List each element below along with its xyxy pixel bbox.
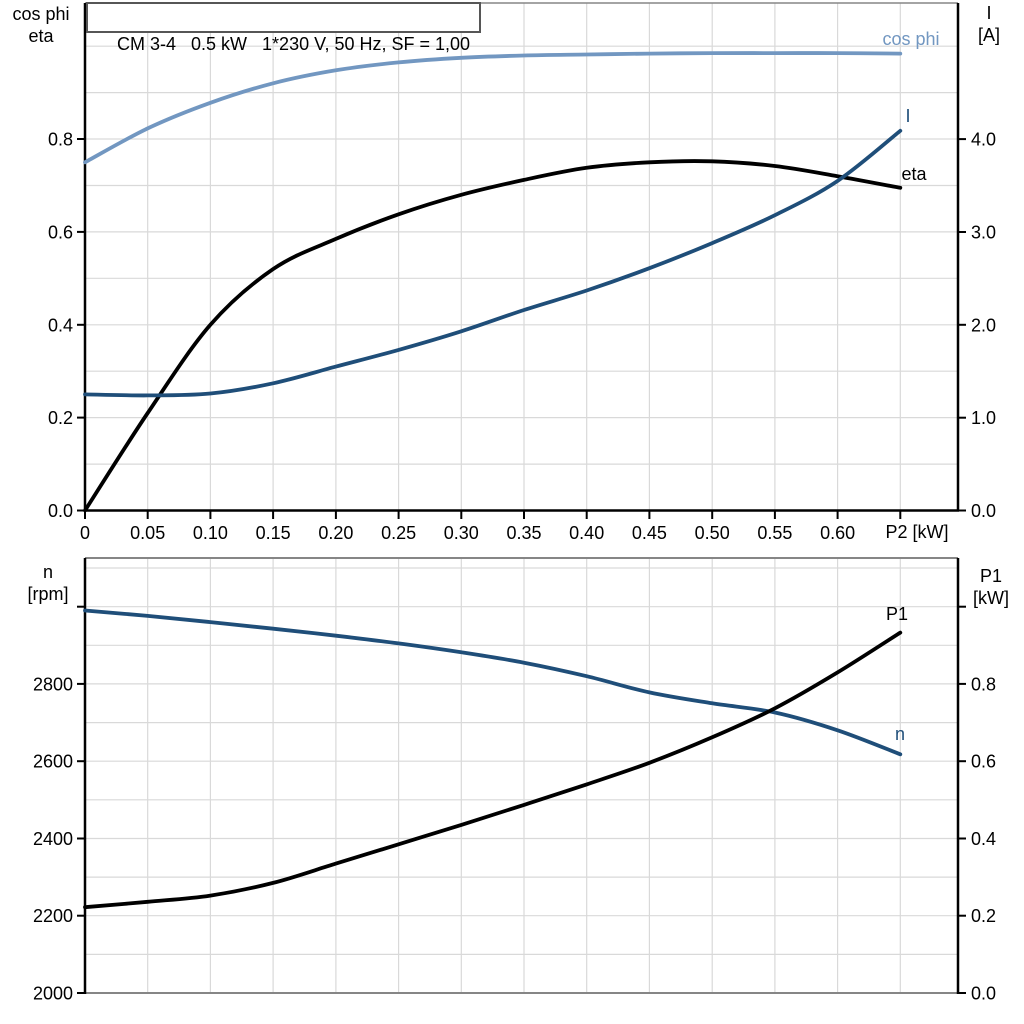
top-right-axis-title: I [A] [960,2,1018,46]
x-tick-label: 0.60 [820,523,855,543]
right-tick-label: 4.0 [971,130,996,150]
left-tick-label: 0.2 [48,408,73,428]
x-tick-label: 0.05 [130,523,165,543]
right-tick-label: 0.0 [971,501,996,521]
curve-i [83,128,903,398]
curve-label-cos-phi: cos phi [882,29,939,49]
right-tick-label: 2.0 [971,315,996,335]
right-tick-label: 0.0 [971,984,996,1004]
bottom-left-axis-title: n [rpm] [6,561,90,605]
x-tick-label: 0.10 [193,523,228,543]
curve-n [83,608,903,757]
curve-label-i: I [905,106,910,126]
axis-title-current: I [986,3,992,23]
curve-label-p1: P1 [886,604,908,624]
x-tick-label: 0.35 [506,523,541,543]
right-tick-label: 3.0 [971,223,996,243]
left-tick-label: 0.6 [48,222,73,242]
axis-title-p1: P1 [979,566,1003,586]
right-tick-label: 0.2 [971,906,996,926]
left-tick-label: 0.0 [48,501,73,521]
bottom-right-axis-title: P1 [kW] [960,565,1022,609]
left-tick-label: 0.8 [48,130,73,150]
chart-title-box: CM 3-4 0.5 kW 1*230 V, 50 Hz, SF = 1,00 [86,2,482,54]
x-tick-label: 0.25 [381,523,416,543]
axis-title-eta: eta [28,26,54,46]
x-tick-label: 0.45 [632,523,667,543]
curve-p1 [83,630,903,910]
x-axis-label: P2 [kW] [885,522,949,542]
right-tick-label: 0.4 [971,829,996,849]
left-tick-label: 2200 [33,906,73,926]
curve-label-n: n [895,724,905,744]
right-tick-label: 0.8 [971,674,996,694]
curve-label-eta: eta [901,164,927,184]
right-tick-label: 1.0 [971,408,996,428]
x-tick-label: 0.15 [256,523,291,543]
left-tick-label: 2400 [33,829,73,849]
axis-title-speed-unit: [rpm] [27,584,69,604]
x-tick-label: 0.55 [757,523,792,543]
x-tick-label: 0.30 [444,523,479,543]
axis-title-cos-phi: cos phi [12,4,70,24]
left-tick-label: 2000 [33,984,73,1004]
axis-title-p1-unit: [kW] [973,588,1009,608]
top-left-axis-title: cos phi eta [2,3,80,47]
left-tick-label: 2600 [33,752,73,772]
axis-title-speed: n [42,562,53,582]
curve-cos-phi [83,51,903,165]
chart-title: CM 3-4 0.5 kW 1*230 V, 50 Hz, SF = 1,00 [117,34,471,54]
right-tick-label: 0.6 [971,752,996,772]
axis-title-current-unit: [A] [977,25,1000,45]
left-tick-label: 2800 [33,674,73,694]
x-tick-label: 0.50 [695,523,730,543]
x-tick-label: 0.40 [569,523,604,543]
x-tick-label: 0 [80,523,90,543]
left-tick-label: 0.4 [48,315,73,335]
x-tick-label: 0.20 [318,523,353,543]
curve-eta [83,159,903,513]
